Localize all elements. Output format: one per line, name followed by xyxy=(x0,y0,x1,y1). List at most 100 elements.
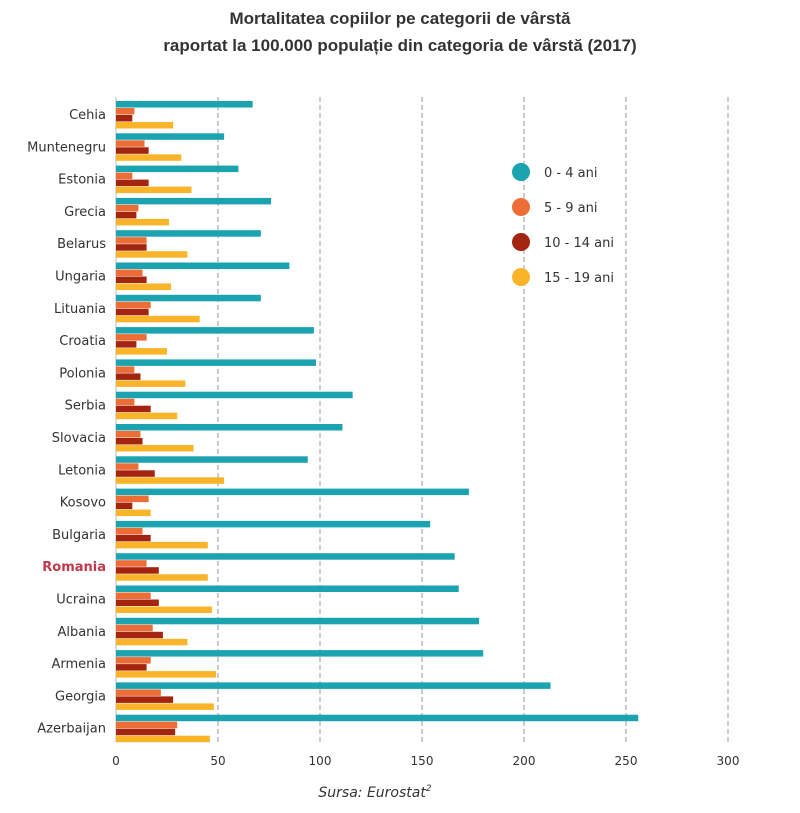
bar-georgia-series-3 xyxy=(116,703,214,710)
bar-polonia-series-1 xyxy=(116,366,135,373)
bar-croatia-series-2 xyxy=(116,341,137,348)
legend-label: 0 - 4 ani xyxy=(544,166,597,181)
legend-swatch xyxy=(512,233,530,251)
bar-group-serbia xyxy=(116,391,353,420)
bar-ucraina-series-3 xyxy=(116,606,212,613)
bar-croatia-series-1 xyxy=(116,334,147,341)
bar-group-estonia xyxy=(116,165,239,194)
bar-muntenegru-series-3 xyxy=(116,154,182,161)
bar-albania-series-0 xyxy=(116,617,480,625)
bar-polonia-series-0 xyxy=(116,359,316,366)
bar-estonia-series-3 xyxy=(116,186,192,194)
bar-kosovo-series-2 xyxy=(116,502,133,510)
bar-bulgaria-series-3 xyxy=(116,541,208,549)
bar-azerbaijan-series-2 xyxy=(116,728,176,736)
legend: 0 - 4 ani 5 - 9 ani 10 - 14 ani 15 - 19 ani xyxy=(512,163,614,286)
bar-lituania-series-0 xyxy=(116,294,261,302)
bar-kosovo-series-1 xyxy=(116,495,149,503)
bar-group-azerbaijan xyxy=(116,714,639,743)
bar-slovacia-series-3 xyxy=(116,445,194,452)
legend-item: 0 - 4 ani xyxy=(512,163,597,181)
bar-letonia-series-3 xyxy=(116,477,225,484)
bar-letonia-series-0 xyxy=(116,456,308,463)
bar-group-belarus xyxy=(116,230,261,258)
category-label: Belarus xyxy=(57,237,106,252)
category-label: Kosovo xyxy=(60,496,106,511)
bar-ungaria-series-2 xyxy=(116,276,147,283)
x-tick-label: 0 xyxy=(112,754,120,768)
bar-kosovo-series-3 xyxy=(116,509,151,517)
category-label: Polonia xyxy=(59,366,106,381)
bar-albania-series-2 xyxy=(116,631,163,639)
bar-ucraina-series-2 xyxy=(116,599,159,606)
bar-bulgaria-series-1 xyxy=(116,527,143,535)
bar-group-polonia xyxy=(116,359,316,387)
category-label: Bulgaria xyxy=(52,528,106,543)
bar-armenia-series-3 xyxy=(116,671,216,678)
bar-slovacia-series-2 xyxy=(116,438,143,445)
x-tick-label: 50 xyxy=(210,754,225,768)
bar-group-kosovo xyxy=(116,488,469,517)
category-label: Ucraina xyxy=(56,593,106,608)
bar-georgia-series-0 xyxy=(116,682,551,689)
bar-grecia-series-1 xyxy=(116,204,139,212)
legend-swatch xyxy=(512,163,530,181)
chart-title: Mortalitatea copiilor pe categorii de vâ… xyxy=(229,9,571,28)
bar-bulgaria-series-2 xyxy=(116,534,151,542)
category-label: Slovacia xyxy=(52,431,106,446)
category-label: Cehia xyxy=(69,108,106,123)
bar-muntenegru-series-2 xyxy=(116,147,149,154)
bar-lituania-series-2 xyxy=(116,308,149,316)
bar-group-lituania xyxy=(116,294,261,323)
bar-group-muntenegru xyxy=(116,133,225,161)
bar-ucraina-series-1 xyxy=(116,592,151,599)
bar-romania-series-3 xyxy=(116,574,208,581)
category-label: Ungaria xyxy=(55,270,106,285)
gridlines xyxy=(115,97,729,742)
category-label: Letonia xyxy=(58,463,106,478)
legend-item: 10 - 14 ani xyxy=(512,233,614,251)
category-label: Serbia xyxy=(65,399,106,414)
legend-label: 10 - 14 ani xyxy=(544,236,614,251)
bars xyxy=(116,101,639,743)
bar-group-cehia xyxy=(116,101,253,129)
bar-ungaria-series-3 xyxy=(116,283,172,290)
bar-lituania-series-1 xyxy=(116,301,151,309)
bar-romania-series-1 xyxy=(116,560,147,567)
bar-grecia-series-2 xyxy=(116,211,137,219)
bar-grecia-series-0 xyxy=(116,197,272,205)
bar-cehia-series-3 xyxy=(116,122,174,129)
bar-group-bulgaria xyxy=(116,520,431,549)
bar-georgia-series-2 xyxy=(116,696,174,703)
bar-ungaria-series-0 xyxy=(116,262,290,269)
bar-bulgaria-series-0 xyxy=(116,520,431,528)
bar-cehia-series-2 xyxy=(116,115,133,122)
bar-albania-series-3 xyxy=(116,638,188,646)
category-label: Estonia xyxy=(58,173,106,188)
bar-letonia-series-2 xyxy=(116,470,155,477)
bar-armenia-series-1 xyxy=(116,657,151,664)
legend-swatch xyxy=(512,198,530,216)
category-labels: Cehia Muntenegru Estonia Grecia Belarus Ungar… xyxy=(27,108,106,737)
bar-muntenegru-series-0 xyxy=(116,133,225,140)
bar-estonia-series-0 xyxy=(116,165,239,173)
chart-subtitle: raportat la 100.000 populație din catego… xyxy=(163,36,636,55)
x-tick-label: 250 xyxy=(615,754,638,768)
x-tick-label: 100 xyxy=(309,754,332,768)
category-label: Romania xyxy=(42,560,106,575)
bar-serbia-series-0 xyxy=(116,391,353,399)
bar-romania-series-0 xyxy=(116,553,455,560)
bar-romania-series-2 xyxy=(116,567,159,574)
bar-estonia-series-1 xyxy=(116,172,133,180)
bar-slovacia-series-0 xyxy=(116,424,343,431)
legend-item: 15 - 19 ani xyxy=(512,268,614,286)
bar-belarus-series-2 xyxy=(116,244,147,251)
bar-kosovo-series-0 xyxy=(116,488,469,496)
bar-ungaria-series-1 xyxy=(116,269,143,276)
bar-belarus-series-1 xyxy=(116,237,147,244)
bar-group-letonia xyxy=(116,456,308,484)
bar-lituania-series-3 xyxy=(116,315,200,323)
bar-group-croatia xyxy=(116,327,314,355)
source-text: Sursa: Eurostat xyxy=(318,785,426,801)
